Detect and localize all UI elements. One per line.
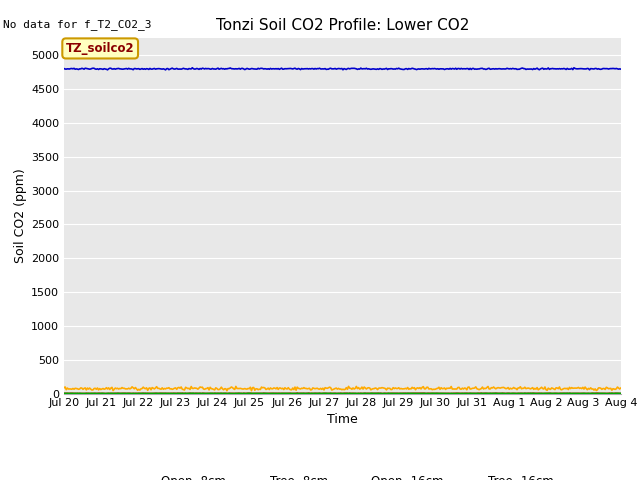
Text: TZ_soilco2: TZ_soilco2 — [66, 42, 134, 55]
Text: No data for f_T2_CO2_3: No data for f_T2_CO2_3 — [3, 19, 152, 30]
Legend: Open -8cm, Tree -8cm, Open -16cm, Tree -16cm: Open -8cm, Tree -8cm, Open -16cm, Tree -… — [127, 470, 558, 480]
Y-axis label: Soil CO2 (ppm): Soil CO2 (ppm) — [14, 168, 27, 264]
X-axis label: Time: Time — [327, 413, 358, 426]
Title: Tonzi Soil CO2 Profile: Lower CO2: Tonzi Soil CO2 Profile: Lower CO2 — [216, 18, 469, 33]
